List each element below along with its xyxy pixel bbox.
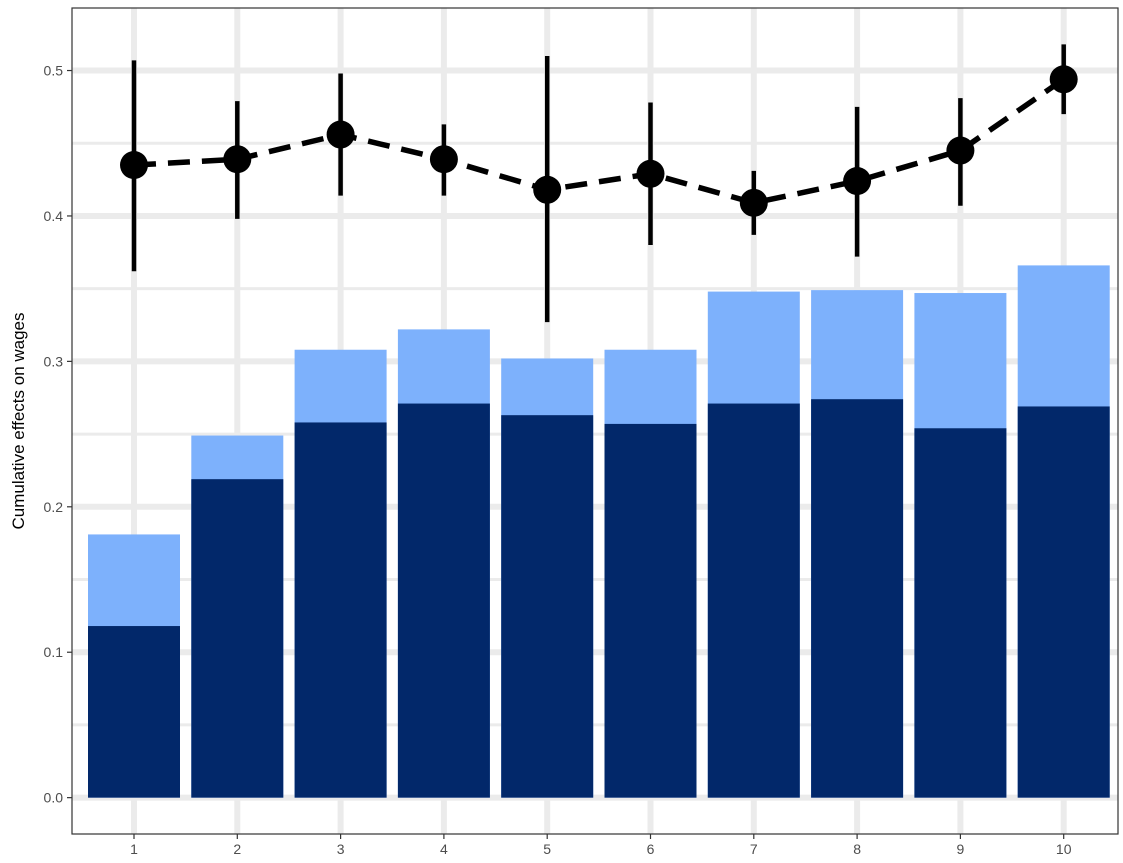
bar-base [604, 423, 697, 798]
bar-base [294, 422, 387, 798]
bar-base [191, 479, 284, 798]
bar-base [1017, 406, 1110, 798]
bars [88, 265, 1110, 798]
effect-point [739, 188, 768, 217]
x-tick-label: 6 [647, 841, 655, 857]
y-tick-label: 0.2 [44, 499, 64, 515]
y-tick-label: 0.3 [44, 353, 64, 369]
x-tick-label: 4 [440, 841, 448, 857]
x-tick-label: 2 [233, 841, 241, 857]
points [120, 65, 1078, 217]
line-layer [131, 44, 1066, 323]
effect-point [120, 151, 148, 180]
effect-point [946, 136, 975, 165]
effect-point [636, 159, 665, 188]
bar-base [914, 428, 1007, 798]
effect-point [326, 120, 355, 149]
x-tick-label: 3 [337, 841, 345, 857]
bar-base [811, 399, 904, 798]
effect-point [223, 145, 252, 174]
effect-point [429, 145, 458, 174]
y-axis: 0.0 0.1 0.2 0.3 0.4 0.5 [44, 63, 72, 806]
x-tick-label: 7 [750, 841, 758, 857]
effect-line [133, 76, 1066, 206]
bar-base [88, 626, 180, 798]
bar-base [707, 403, 800, 798]
panel-border [71, 7, 1119, 835]
y-tick-label: 0.4 [44, 208, 64, 224]
x-tick-label: 8 [853, 841, 861, 857]
effect-point [533, 175, 562, 204]
y-tick-label: 0.0 [44, 790, 64, 806]
effect-point [843, 167, 872, 196]
y-axis-title: Cumulative effects on wages [9, 312, 28, 529]
x-tick-label: 10 [1056, 841, 1072, 857]
x-tick-label: 5 [543, 841, 551, 857]
effect-point [1049, 65, 1078, 94]
x-tick-label: 1 [130, 841, 138, 857]
y-tick-label: 0.5 [44, 63, 64, 79]
x-tick-label: 9 [957, 841, 965, 857]
x-axis: 1 2 3 4 5 6 7 8 9 10 [130, 834, 1072, 857]
bar-base [397, 403, 490, 798]
y-tick-label: 0.1 [44, 644, 64, 660]
bar-base [501, 415, 594, 798]
